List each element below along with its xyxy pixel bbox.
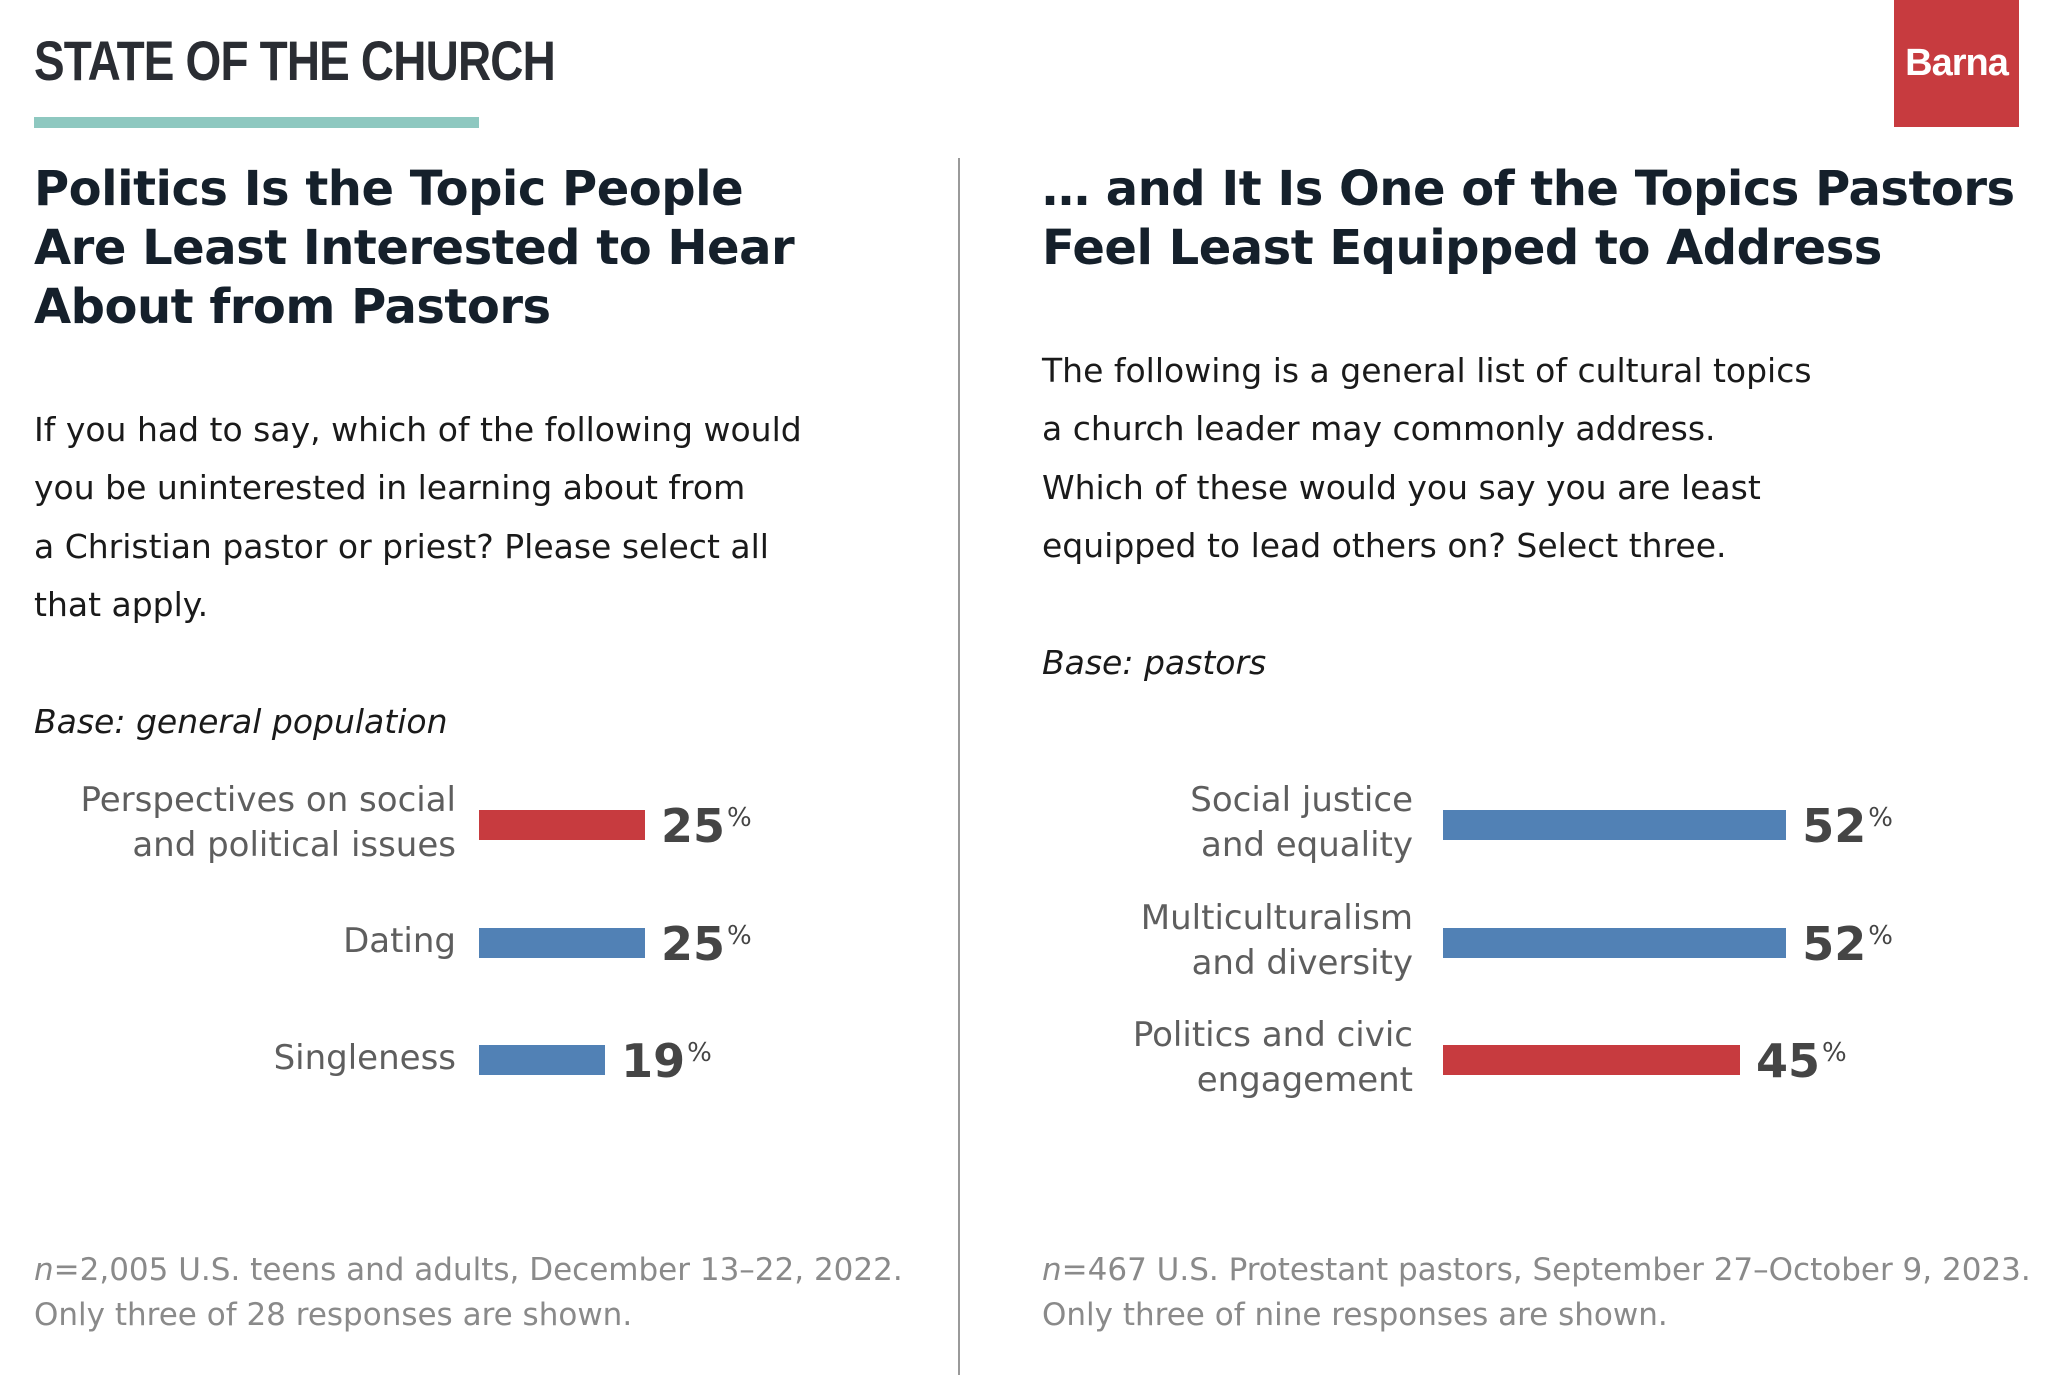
bar-value-number: 19	[621, 1034, 686, 1088]
bar	[479, 810, 645, 840]
bar-label: Multiculturalism and diversity	[1140, 898, 1413, 983]
bar-value-unit: %	[727, 921, 752, 951]
survey-question: The following is a general list of cultu…	[1042, 283, 1812, 693]
bar-label: Dating	[343, 920, 456, 961]
barna-logo-text: Barna	[1905, 42, 2009, 84]
bar-value-number: 25	[661, 799, 726, 853]
bar-value-number: 52	[1802, 799, 1867, 853]
bar-label: Social justice and equality	[1190, 780, 1413, 865]
question-text: The following is a general list of cultu…	[1042, 350, 1812, 566]
base-text: Base: pastors	[1042, 643, 1267, 682]
bar-value-label: 25%	[661, 803, 752, 849]
bar-value-unit: %	[1868, 803, 1893, 833]
brand-title: STATE OF THE CHURCH	[34, 29, 556, 92]
barna-logo: Barna	[1894, 0, 2019, 127]
footnote-text: =467 U.S. Protestant pastors, September …	[1042, 1252, 2031, 1333]
footnote: n=467 U.S. Protestant pastors, September…	[1042, 1248, 2031, 1338]
footnote-n: n	[1042, 1252, 1062, 1288]
panel-divider	[958, 158, 960, 1375]
chart-title: Politics Is the Topic People Are Least I…	[34, 161, 795, 335]
bar-value-label: 52%	[1802, 921, 1893, 967]
bar	[479, 928, 645, 958]
chart-panel-general-population: Politics Is the Topic People Are Least I…	[34, 0, 924, 1375]
bar-value-unit: %	[687, 1038, 712, 1068]
bar	[1443, 928, 1787, 958]
bar	[1443, 810, 1787, 840]
bar-value-label: 45%	[1756, 1038, 1847, 1084]
bar-value-label: 25%	[661, 921, 752, 967]
bar-value-number: 25	[661, 917, 726, 971]
footnote: n=2,005 U.S. teens and adults, December …	[34, 1248, 903, 1338]
chart-title: … and It Is One of the Topics Pastors Fe…	[1042, 161, 2015, 276]
bar-value-label: 52%	[1802, 803, 1893, 849]
bar-label: Perspectives on social and political iss…	[80, 780, 456, 865]
base-text: Base: general population	[34, 702, 448, 741]
bar-value-unit: %	[1868, 921, 1893, 951]
bar	[479, 1045, 606, 1075]
bar	[1443, 1045, 1740, 1075]
footnote-n: n	[34, 1252, 54, 1288]
bar-label: Singleness	[273, 1037, 456, 1078]
bar-value-number: 52	[1802, 917, 1867, 971]
bar-value-unit: %	[727, 803, 752, 833]
brand-accent-rule	[34, 117, 479, 128]
survey-question: If you had to say, which of the followin…	[34, 342, 802, 752]
bar-value-number: 45	[1756, 1034, 1821, 1088]
bar-value-unit: %	[1822, 1038, 1847, 1068]
chart-panel-pastors: … and It Is One of the Topics Pastors Fe…	[1042, 0, 2042, 1375]
bar-label: Politics and civic engagement	[1132, 1015, 1413, 1100]
bar-value-label: 19%	[621, 1038, 712, 1084]
footnote-text: =2,005 U.S. teens and adults, December 1…	[34, 1252, 903, 1333]
question-text: If you had to say, which of the followin…	[34, 409, 802, 625]
